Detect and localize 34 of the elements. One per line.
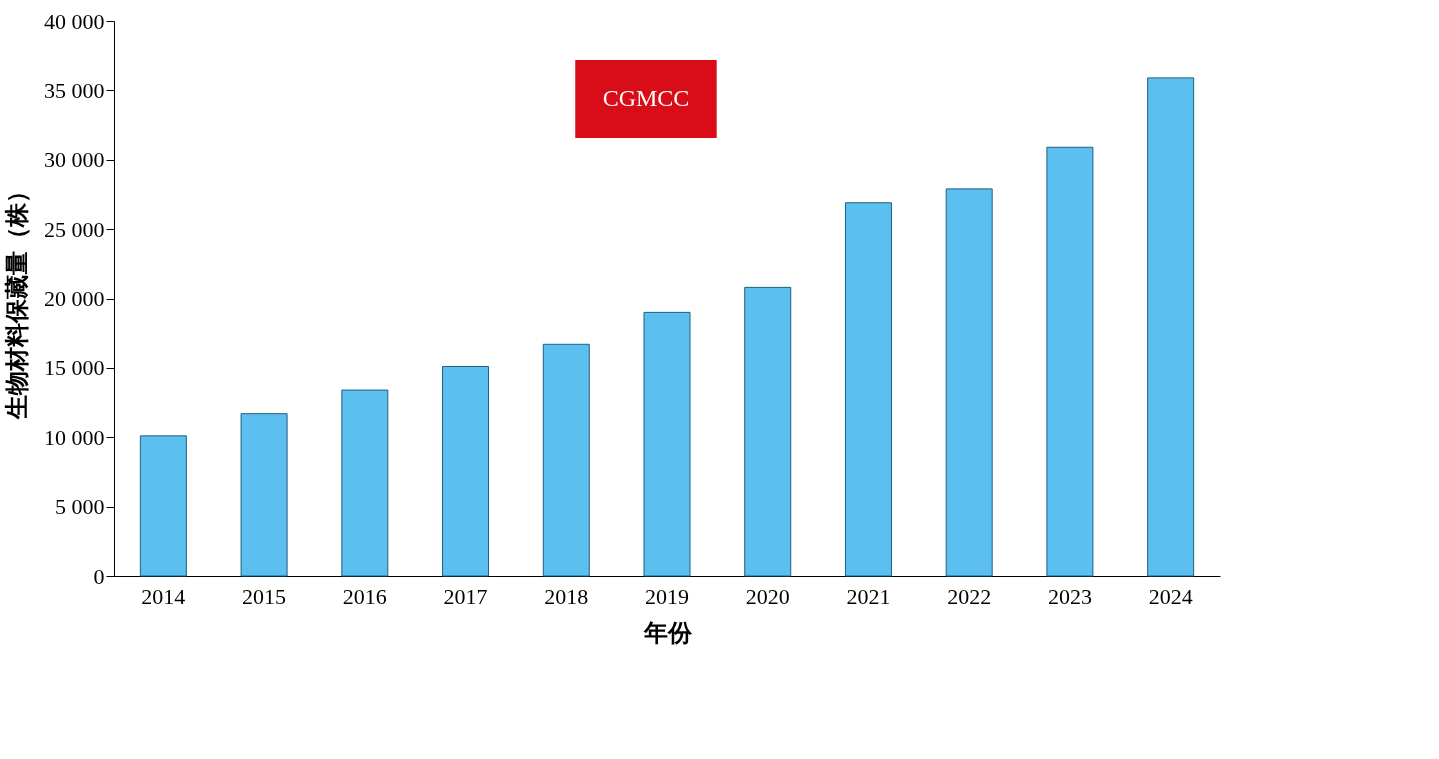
annotation: CGMCC xyxy=(602,85,690,111)
bar xyxy=(442,365,490,577)
bar xyxy=(341,389,389,577)
bar xyxy=(240,413,288,577)
y-axis-title: 生物材料保藏量（株） xyxy=(4,179,30,420)
y-tick-label: 0 xyxy=(93,563,105,589)
x-tick-label: 2021 xyxy=(846,583,891,609)
bar xyxy=(643,311,691,577)
x-tick-label: 2022 xyxy=(947,583,992,609)
y-tick-label: 30 000 xyxy=(44,147,105,173)
y-tick-label: 20 000 xyxy=(44,286,105,311)
bar xyxy=(844,202,892,577)
x-tick-label: 2015 xyxy=(242,583,287,609)
y-tick-label: 10 000 xyxy=(44,424,105,450)
y-tick-label: 5 000 xyxy=(55,494,105,520)
bar xyxy=(542,343,590,577)
x-tick-label: 2016 xyxy=(342,583,387,609)
x-tick-label: 2020 xyxy=(745,583,790,609)
bar xyxy=(945,188,993,577)
x-tick-label: 2019 xyxy=(645,583,689,609)
bar xyxy=(139,435,187,577)
x-tick-label: 2024 xyxy=(1148,583,1193,609)
y-tick-label: 35 000 xyxy=(44,77,105,103)
x-tick-label: 2018 xyxy=(544,583,589,609)
y-tick-label: 15 000 xyxy=(44,355,105,381)
y-tick-label: 40 000 xyxy=(44,8,105,34)
bar xyxy=(744,286,792,577)
x-tick-label: 2023 xyxy=(1047,583,1092,609)
bar xyxy=(1046,146,1094,577)
x-tick-label: 2017 xyxy=(443,583,488,609)
y-tick-label: 25 000 xyxy=(44,216,105,242)
bar xyxy=(1147,77,1195,577)
x-axis-title: 年份 xyxy=(642,619,693,646)
x-tick-label: 2014 xyxy=(141,583,186,609)
